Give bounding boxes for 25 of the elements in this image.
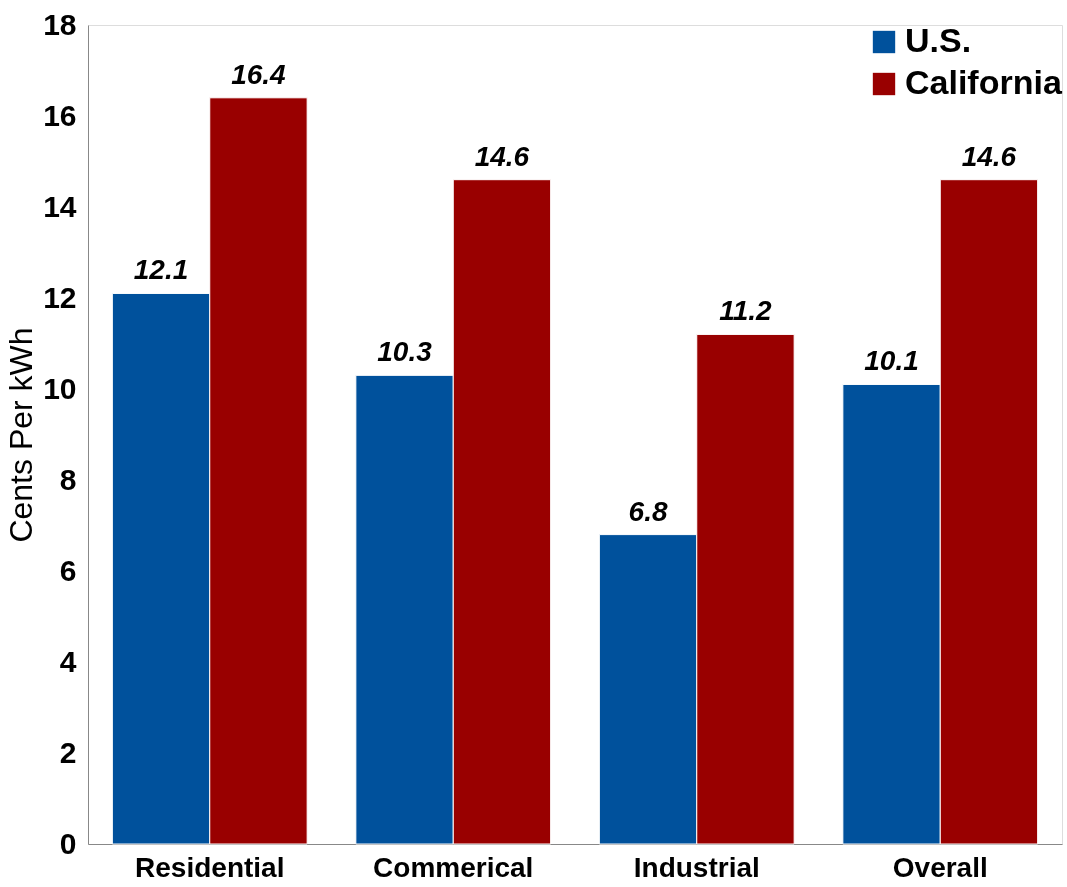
y-tick-label: 10 — [43, 371, 77, 405]
x-tick-label: Commerical — [373, 851, 534, 883]
data-label: 16.4 — [231, 58, 287, 90]
data-label: 12.1 — [133, 254, 189, 286]
data-label: 14.6 — [961, 140, 1017, 172]
y-tick-label: 14 — [43, 189, 77, 223]
y-tick-label: 8 — [59, 462, 77, 496]
data-label: 10.3 — [377, 336, 433, 368]
x-tick-label: Residential — [135, 851, 285, 883]
y-tick-label: 4 — [59, 644, 77, 678]
legend-label: California — [905, 63, 1063, 101]
y-axis-title: Cents Per kWh — [3, 327, 40, 543]
y-tick-label: 12 — [43, 280, 77, 314]
data-label: 11.2 — [719, 295, 773, 327]
x-tick-label: Overall — [892, 851, 988, 883]
data-label: 6.8 — [628, 495, 668, 527]
y-tick-label: 2 — [59, 735, 77, 769]
y-tick-label: 16 — [43, 98, 77, 132]
y-tick-label: 6 — [59, 553, 77, 587]
y-tick-label: 18 — [43, 7, 77, 41]
data-label: 10.1 — [864, 345, 919, 377]
x-tick-label: Industrial — [633, 851, 760, 883]
legend-label: U.S. — [905, 21, 972, 59]
data-label: 14.6 — [474, 140, 530, 172]
y-tick-label: 0 — [59, 826, 77, 860]
